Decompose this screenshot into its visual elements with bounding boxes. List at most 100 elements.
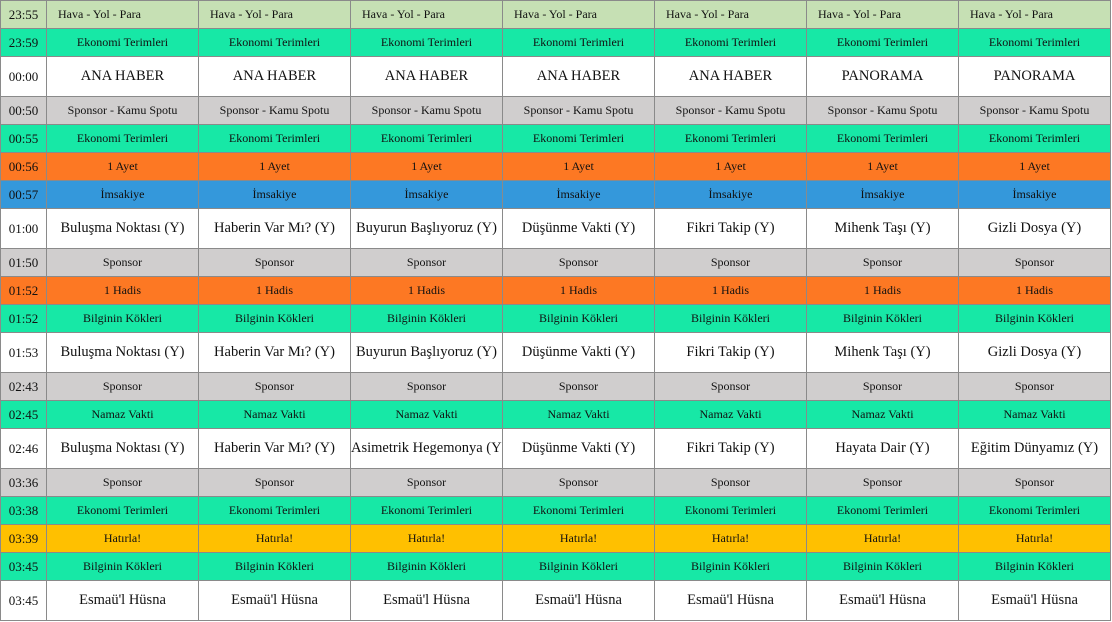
program-cell: Haberin Var Mı? (Y)	[198, 332, 351, 373]
program-cell: Sponsor	[502, 468, 655, 497]
program-cell: 1 Ayet	[198, 152, 351, 181]
program-cell: 1 Ayet	[958, 152, 1111, 181]
program-cell: Esmaü'l Hüsna	[350, 580, 503, 621]
program-cell: Mihenk Taşı (Y)	[806, 208, 959, 249]
program-cell: Buyurun Başlıyoruz (Y)	[350, 332, 503, 373]
program-cell: Fikri Takip (Y)	[654, 208, 807, 249]
program-cell: Sponsor	[198, 468, 351, 497]
program-cell: Sponsor	[198, 248, 351, 277]
program-cell: Sponsor	[350, 468, 503, 497]
program-cell: Namaz Vakti	[198, 400, 351, 429]
time-cell: 02:43	[0, 372, 47, 401]
schedule-row: 03:45 Esmaü'l Hüsna Esmaü'l Hüsna Esmaü'l H…	[0, 580, 1111, 621]
schedule-row: 02:43 Sponsor Sponsor Sponsor Sponsor Sponsor…	[0, 372, 1111, 401]
program-cell: Sponsor - Kamu Spotu	[654, 96, 807, 125]
schedule-row: 03:36 Sponsor Sponsor Sponsor Sponsor Sponsor…	[0, 468, 1111, 497]
time-cell: 23:59	[0, 28, 47, 57]
time-cell: 02:45	[0, 400, 47, 429]
program-cell: Asimetrik Hegemonya (Y)	[350, 428, 503, 469]
time-cell: 02:46	[0, 428, 47, 469]
time-cell: 00:55	[0, 124, 47, 153]
schedule-row: 01:50 Sponsor Sponsor Sponsor Sponsor Sponsor…	[0, 248, 1111, 277]
program-cell: Sponsor - Kamu Spotu	[46, 96, 199, 125]
time-cell: 03:38	[0, 496, 47, 525]
program-cell: Hatırla!	[46, 524, 199, 553]
time-cell: 01:50	[0, 248, 47, 277]
program-cell: Bilginin Kökleri	[502, 552, 655, 581]
program-cell: 1 Hadis	[46, 276, 199, 305]
program-cell: Ekonomi Terimleri	[958, 496, 1111, 525]
program-cell: PANORAMA	[958, 56, 1111, 97]
program-cell: Ekonomi Terimleri	[198, 124, 351, 153]
program-cell: 1 Ayet	[806, 152, 959, 181]
program-cell: Ekonomi Terimleri	[654, 28, 807, 57]
time-cell: 01:00	[0, 208, 47, 249]
program-cell: İmsakiye	[654, 180, 807, 209]
program-cell: Namaz Vakti	[654, 400, 807, 429]
time-cell: 03:45	[0, 552, 47, 581]
program-cell: Namaz Vakti	[958, 400, 1111, 429]
schedule-row: 03:39 Hatırla! Hatırla! Hatırla! Hatırla! Hat…	[0, 524, 1111, 553]
program-cell: Hava - Yol - Para	[350, 0, 503, 29]
program-cell: Haberin Var Mı? (Y)	[198, 208, 351, 249]
program-cell: Mihenk Taşı (Y)	[806, 332, 959, 373]
program-cell: Eğitim Dünyamız (Y)	[958, 428, 1111, 469]
program-cell: Bilginin Kökleri	[46, 304, 199, 333]
program-cell: Ekonomi Terimleri	[502, 496, 655, 525]
program-cell: Buluşma Noktası (Y)	[46, 428, 199, 469]
time-cell: 03:45	[0, 580, 47, 621]
schedule-row: 01:00 Buluşma Noktası (Y) Haberin Var Mı? …	[0, 208, 1111, 249]
program-cell: 1 Hadis	[198, 276, 351, 305]
time-cell: 00:57	[0, 180, 47, 209]
program-cell: 1 Ayet	[654, 152, 807, 181]
program-cell: ANA HABER	[46, 56, 199, 97]
program-cell: Ekonomi Terimleri	[958, 124, 1111, 153]
program-cell: Hava - Yol - Para	[958, 0, 1111, 29]
program-cell: Ekonomi Terimleri	[198, 28, 351, 57]
program-cell: Ekonomi Terimleri	[958, 28, 1111, 57]
program-cell: İmsakiye	[46, 180, 199, 209]
program-cell: Sponsor	[198, 372, 351, 401]
program-cell: Ekonomi Terimleri	[350, 124, 503, 153]
program-cell: Ekonomi Terimleri	[654, 496, 807, 525]
program-cell: Bilginin Kökleri	[198, 304, 351, 333]
program-cell: Haberin Var Mı? (Y)	[198, 428, 351, 469]
program-cell: Esmaü'l Hüsna	[806, 580, 959, 621]
schedule-row: 01:52 Bilginin Kökleri Bilginin Kökleri Bil…	[0, 304, 1111, 333]
time-cell: 00:50	[0, 96, 47, 125]
program-cell: Hava - Yol - Para	[502, 0, 655, 29]
schedule-row: 02:46 Buluşma Noktası (Y) Haberin Var Mı? …	[0, 428, 1111, 469]
program-cell: Hatırla!	[958, 524, 1111, 553]
program-cell: Ekonomi Terimleri	[46, 496, 199, 525]
program-cell: Bilginin Kökleri	[958, 552, 1111, 581]
program-cell: Gizli Dosya (Y)	[958, 208, 1111, 249]
program-cell: Bilginin Kökleri	[198, 552, 351, 581]
program-cell: Sponsor	[654, 468, 807, 497]
program-cell: Sponsor	[654, 372, 807, 401]
program-cell: Fikri Takip (Y)	[654, 332, 807, 373]
program-cell: Sponsor	[350, 248, 503, 277]
program-cell: İmsakiye	[502, 180, 655, 209]
program-cell: 1 Hadis	[806, 276, 959, 305]
program-cell: Namaz Vakti	[350, 400, 503, 429]
schedule-row: 00:55 Ekonomi Terimleri Ekonomi Terimleri E…	[0, 124, 1111, 153]
program-cell: Ekonomi Terimleri	[46, 124, 199, 153]
program-cell: Hava - Yol - Para	[198, 0, 351, 29]
program-cell: Hayata Dair (Y)	[806, 428, 959, 469]
program-cell: Hatırla!	[350, 524, 503, 553]
schedule-row: 01:53 Buluşma Noktası (Y) Haberin Var Mı? …	[0, 332, 1111, 373]
schedule-row: 00:50 Sponsor - Kamu Spotu Sponsor - Kamu …	[0, 96, 1111, 125]
time-cell: 23:55	[0, 0, 47, 29]
program-cell: Bilginin Kökleri	[350, 304, 503, 333]
program-cell: Sponsor	[654, 248, 807, 277]
program-cell: Bilginin Kökleri	[806, 304, 959, 333]
time-cell: 01:52	[0, 276, 47, 305]
time-cell: 01:52	[0, 304, 47, 333]
program-cell: Esmaü'l Hüsna	[502, 580, 655, 621]
program-cell: Ekonomi Terimleri	[350, 28, 503, 57]
program-cell: Bilginin Kökleri	[350, 552, 503, 581]
program-cell: Ekonomi Terimleri	[806, 28, 959, 57]
program-cell: Namaz Vakti	[502, 400, 655, 429]
program-cell: 1 Hadis	[502, 276, 655, 305]
